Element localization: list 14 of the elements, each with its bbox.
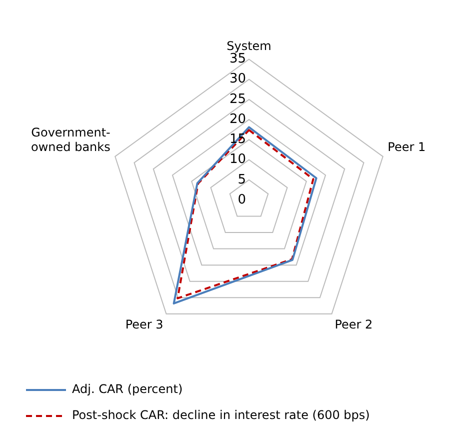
spoke-label: System bbox=[226, 39, 272, 54]
y-tick-label: 0 bbox=[238, 192, 246, 208]
y-tick-label: 30 bbox=[229, 72, 246, 87]
spoke-label: Peer 2 bbox=[334, 317, 373, 332]
spoke-label: Peer 1 bbox=[388, 140, 426, 154]
spoke-label: Government-owned banks bbox=[30, 125, 110, 154]
y-tick-label: 5 bbox=[238, 172, 246, 188]
legend-label: Post-shock CAR: decline in interest rate (600 bps) bbox=[72, 408, 370, 422]
y-tick-label: 10 bbox=[229, 152, 246, 168]
y-tick-label: 20 bbox=[229, 112, 246, 127]
spoke-label: Peer 3 bbox=[125, 317, 164, 332]
y-tick-label: 25 bbox=[229, 92, 246, 107]
legend-label: Adj. CAR (percent) bbox=[72, 382, 183, 396]
y-tick-label: 35 bbox=[229, 52, 246, 67]
